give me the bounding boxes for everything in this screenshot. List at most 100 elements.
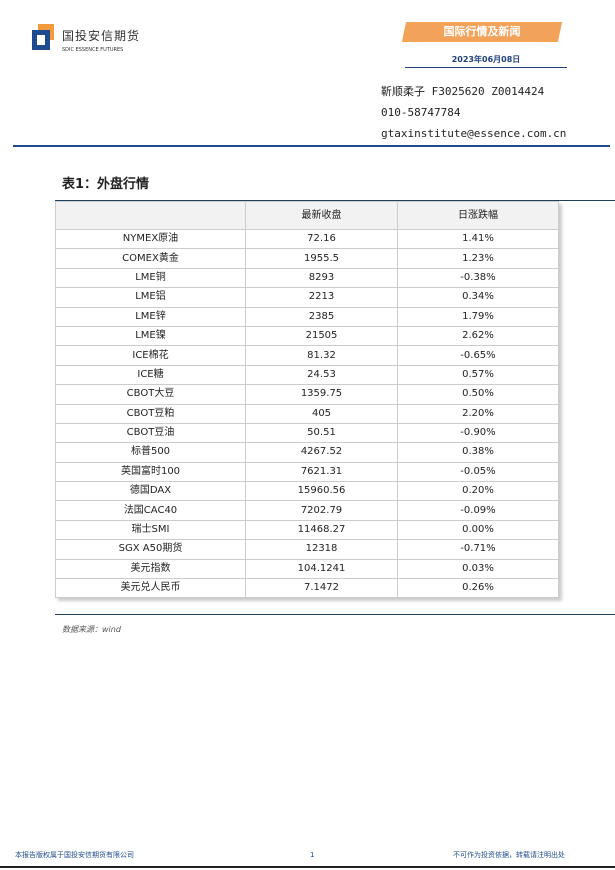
table-row: LME铜 8293 -0.38%	[55, 267, 559, 289]
table-header: 最新收盘 日涨跌幅	[55, 201, 559, 230]
instrument-name: ICE棉花	[55, 345, 246, 366]
last-close: 7.1472	[245, 578, 398, 599]
instrument-name: LME铜	[55, 267, 246, 289]
logo-name: 国投安信期货	[62, 29, 141, 43]
daily-change: 0.20%	[397, 481, 559, 502]
last-close: 72.16	[245, 228, 398, 250]
instrument-name: 标普500	[55, 442, 246, 463]
page-number: 1	[310, 851, 315, 859]
instrument-name: 美元指数	[55, 558, 246, 580]
column-header	[55, 201, 246, 230]
last-close: 81.32	[245, 345, 398, 366]
instrument-name: 法国CAC40	[55, 500, 246, 521]
daily-change: 0.57%	[397, 364, 559, 386]
table-row: LME镍 21505 2.62%	[55, 325, 559, 347]
company-logo-icon	[32, 24, 54, 50]
last-close: 2385	[245, 306, 398, 327]
table-row: 英国富时100 7621.31 -0.05%	[55, 461, 559, 483]
daily-change: -0.90%	[397, 422, 559, 444]
table-row: 德国DAX 15960.56 0.20%	[55, 481, 559, 502]
instrument-name: LME铝	[55, 287, 246, 308]
table-row: LME锌 2385 1.79%	[55, 306, 559, 327]
daily-change: -0.05%	[397, 461, 559, 483]
last-close: 8293	[245, 267, 398, 289]
market-table: 最新收盘 日涨跌幅 NYMEX原油 72.16 1.41% COMEX黄金 1955.5…	[55, 201, 559, 599]
daily-change: 0.34%	[397, 287, 559, 308]
instrument-name: COMEX黄金	[55, 248, 246, 269]
table-row: 美元指数 104.1241 0.03%	[55, 558, 559, 580]
table-row: SGX A50期货 12318 -0.71%	[55, 539, 559, 560]
table-row: 美元兑人民币 7.1472 0.26%	[55, 578, 559, 599]
instrument-name: NYMEX原油	[55, 228, 246, 250]
daily-change: 0.00%	[397, 519, 559, 541]
footer-copyright: 本报告版权属于国投安信期货有限公司	[15, 851, 134, 859]
table-title: 表1：外盘行情	[62, 177, 150, 192]
table-row: 标普500 4267.52 0.38%	[55, 442, 559, 463]
table-row: CBOT豆油 50.51 -0.90%	[55, 422, 559, 444]
footer-disclaimer: 不可作为投资依据，转载请注明出处	[453, 851, 565, 859]
table-row: LME铝 2213 0.34%	[55, 287, 559, 308]
last-close: 11468.27	[245, 519, 398, 541]
divider	[55, 614, 615, 615]
daily-change: 0.26%	[397, 578, 559, 599]
daily-change: -0.71%	[397, 539, 559, 560]
table-row: CBOT大豆 1359.75 0.50%	[55, 384, 559, 405]
banner-text: 国际行情及新闻	[443, 25, 521, 38]
instrument-name: LME锌	[55, 306, 246, 327]
daily-change: 1.79%	[397, 306, 559, 327]
last-close: 21505	[245, 325, 398, 347]
last-close: 2213	[245, 287, 398, 308]
phone: 010-58747784	[381, 106, 461, 119]
last-close: 4267.52	[245, 442, 398, 463]
report-date: 2023年06月08日	[451, 55, 521, 64]
daily-change: 1.23%	[397, 248, 559, 269]
table-row: 瑞士SMI 11468.27 0.00%	[55, 519, 559, 541]
section-banner: 国际行情及新闻	[401, 22, 563, 42]
last-close: 405	[245, 403, 398, 424]
logo-english: SDIC ESSENCE FUTURES	[62, 47, 124, 53]
table-row: NYMEX原油 72.16 1.41%	[55, 228, 559, 250]
last-close: 7621.31	[245, 461, 398, 483]
data-source: 数据来源：wind	[62, 625, 121, 634]
instrument-name: 德国DAX	[55, 481, 246, 502]
last-close: 15960.56	[245, 481, 398, 502]
column-header: 最新收盘	[245, 201, 398, 230]
last-close: 50.51	[245, 422, 398, 444]
daily-change: 2.62%	[397, 325, 559, 347]
last-close: 24.53	[245, 364, 398, 386]
table-row: ICE糖 24.53 0.57%	[55, 364, 559, 386]
table-row: ICE棉花 81.32 -0.65%	[55, 345, 559, 366]
instrument-name: CBOT大豆	[55, 384, 246, 405]
instrument-name: 美元兑人民币	[55, 578, 246, 599]
daily-change: 0.03%	[397, 558, 559, 580]
table-row: COMEX黄金 1955.5 1.23%	[55, 248, 559, 269]
divider	[405, 67, 567, 68]
last-close: 12318	[245, 539, 398, 560]
divider	[55, 200, 615, 201]
daily-change: 0.50%	[397, 384, 559, 405]
instrument-name: SGX A50期货	[55, 539, 246, 560]
header-divider	[13, 145, 610, 147]
daily-change: -0.09%	[397, 500, 559, 521]
instrument-name: CBOT豆粕	[55, 403, 246, 424]
instrument-name: 瑞士SMI	[55, 519, 246, 541]
instrument-name: LME镍	[55, 325, 246, 347]
instrument-name: 英国富时100	[55, 461, 246, 483]
author: 靳顺柔子 F3025620 Z0014424	[381, 85, 545, 98]
last-close: 104.1241	[245, 558, 398, 580]
column-header: 日涨跌幅	[397, 201, 559, 230]
daily-change: 2.20%	[397, 403, 559, 424]
table-row: CBOT豆粕 405 2.20%	[55, 403, 559, 424]
daily-change: 0.38%	[397, 442, 559, 463]
last-close: 1359.75	[245, 384, 398, 405]
email[interactable]: gtaxinstitute@essence.com.cn	[381, 127, 567, 140]
footer-divider	[0, 866, 615, 868]
daily-change: 1.41%	[397, 228, 559, 250]
last-close: 1955.5	[245, 248, 398, 269]
instrument-name: ICE糖	[55, 364, 246, 386]
table-row: 法国CAC40 7202.79 -0.09%	[55, 500, 559, 521]
daily-change: -0.65%	[397, 345, 559, 366]
instrument-name: CBOT豆油	[55, 422, 246, 444]
last-close: 7202.79	[245, 500, 398, 521]
daily-change: -0.38%	[397, 267, 559, 289]
